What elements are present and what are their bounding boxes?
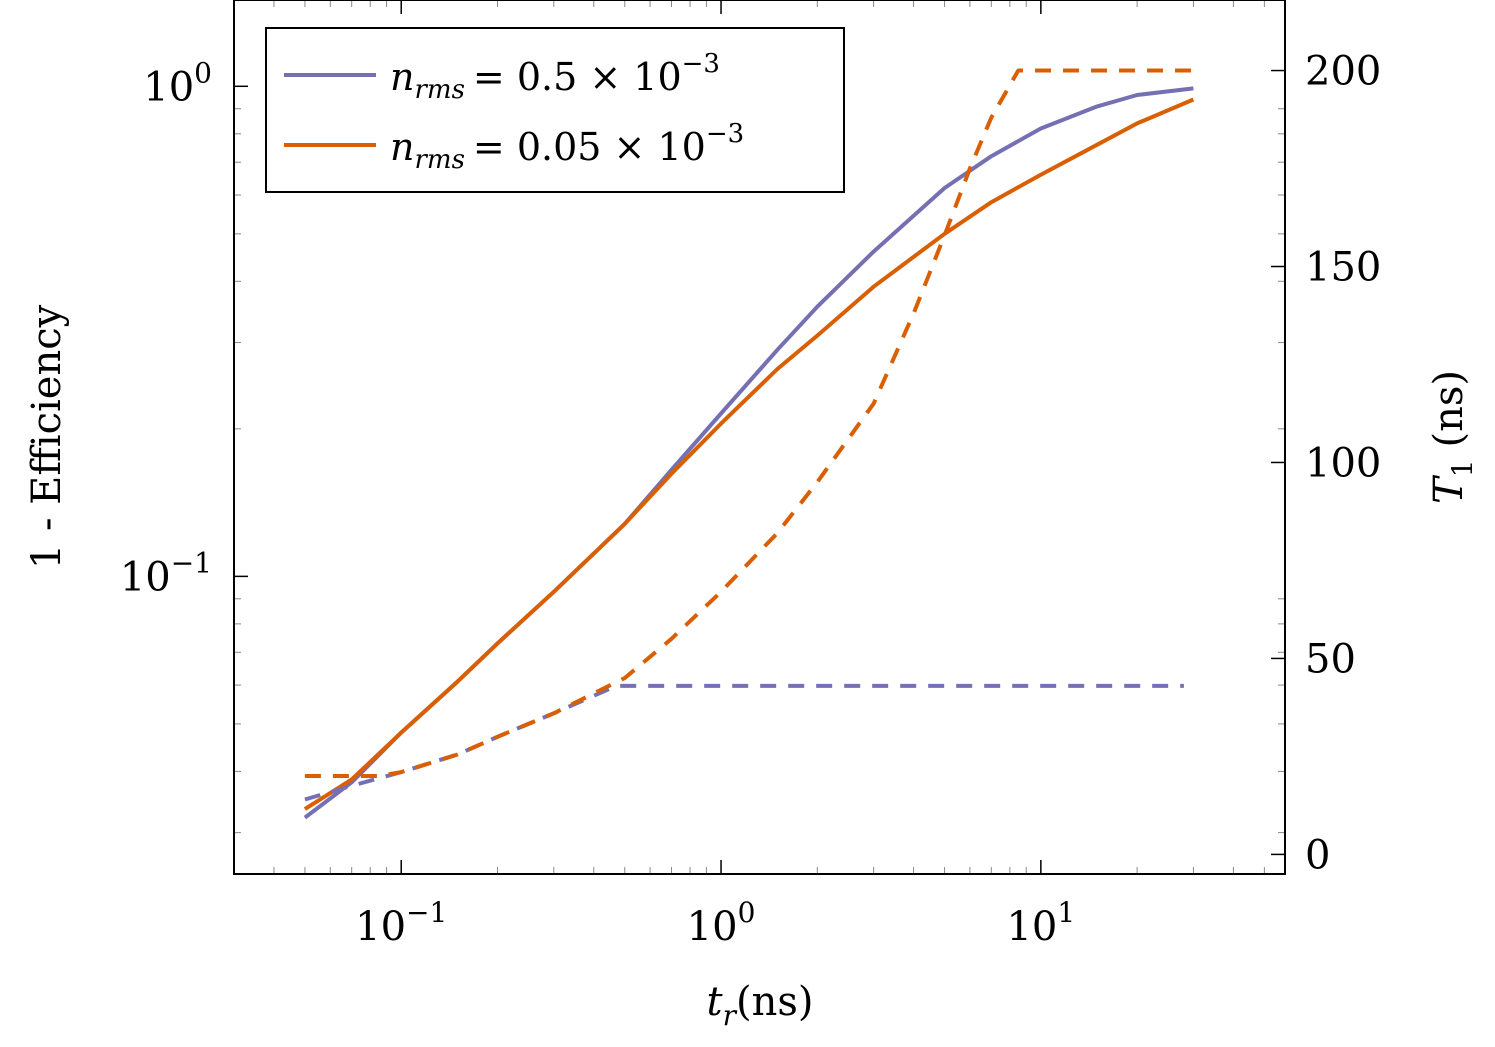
series-layer (303, 68, 1195, 820)
x-tick-labels: 10−1 100 101 (355, 896, 1075, 950)
legend-entry-series-1: nrms = 0.5 × 10−3 (390, 49, 720, 105)
left-y-axis-label: 1 - Efficiency (24, 304, 70, 569)
x-tick-label: 100 (687, 896, 756, 950)
x-tick-label: 101 (1006, 896, 1075, 950)
right-y-tick-label: 50 (1305, 636, 1356, 682)
legend: nrms = 0.5 × 10−3 nrms = 0.05 × 10−3 (265, 27, 845, 193)
left-y-tick-label: 10−1 (120, 546, 212, 600)
legend-entry-series-2: nrms = 0.05 × 10−3 (390, 119, 744, 175)
minor-ticks (233, 0, 1285, 874)
right-y-tick-label: 150 (1305, 245, 1381, 291)
legend-box (265, 27, 845, 193)
plot-frame (233, 0, 1286, 875)
right-y-tick-labels: 0 50 100 150 200 (1305, 49, 1381, 879)
x-axis-label: tr(ns) (707, 979, 814, 1032)
major-ticks (234, 0, 1285, 874)
series-line-1 (303, 86, 1194, 820)
right-y-tick-label: 0 (1305, 832, 1330, 878)
x-tick-label: 10−1 (355, 896, 447, 950)
right-y-tick-label: 100 (1305, 440, 1381, 486)
series-line-4 (304, 68, 1194, 778)
right-y-axis-label: T1(ns) (1426, 370, 1479, 504)
series-line-2 (303, 97, 1195, 811)
left-y-tick-labels: 10−1 100 (120, 56, 212, 600)
left-y-tick-label: 100 (143, 56, 212, 110)
right-y-tick-label: 200 (1305, 49, 1381, 95)
